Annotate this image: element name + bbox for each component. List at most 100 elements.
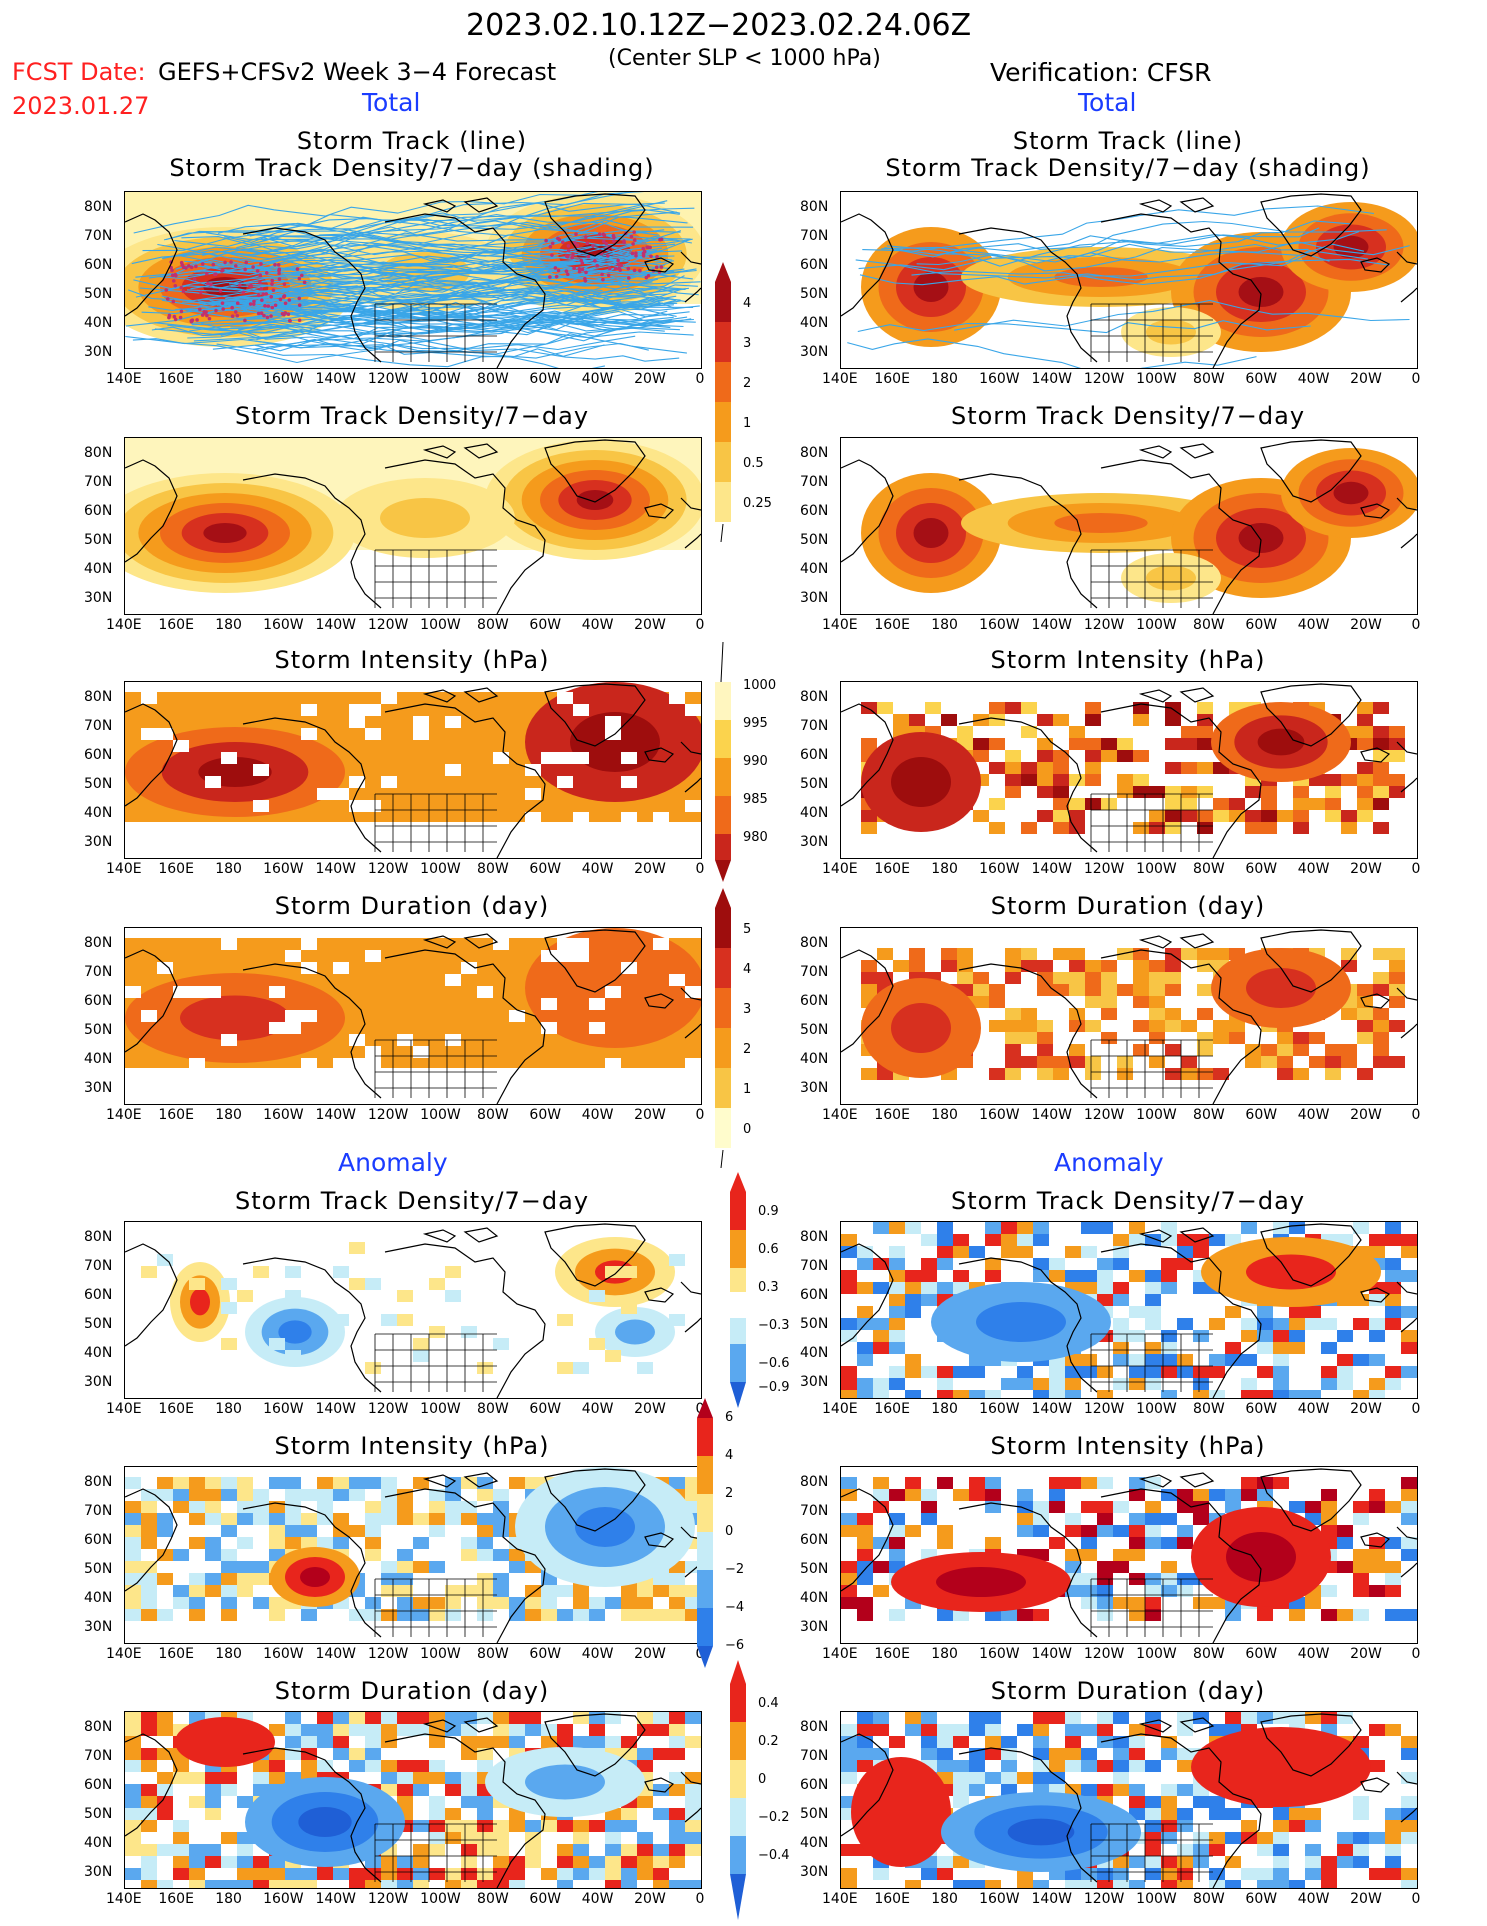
us-states — [374, 1333, 497, 1392]
lon-tick-label: 60W — [1245, 1401, 1278, 1417]
lon-tick-label: 120W — [367, 1646, 409, 1662]
cb-ad-l1: 0.6 — [758, 1242, 779, 1257]
panel-title-forecast-6: Storm Duration (day) — [274, 1677, 550, 1705]
map-panel-forecast-1 — [124, 437, 702, 615]
panel-title-verification-5: Storm Intensity (hPa) — [990, 1432, 1266, 1460]
lon-tick-label: 20W — [634, 1646, 666, 1662]
lon-tick-label: 180 — [931, 371, 958, 387]
lon-tick-label: 120W — [367, 1401, 409, 1417]
us-states — [1090, 793, 1213, 852]
cb-ad-l4: −0.6 — [758, 1356, 790, 1371]
lon-tick-label: 60W — [529, 371, 562, 387]
lat-tick-label: 60N — [84, 1287, 113, 1303]
lat-tick-label: 30N — [84, 1864, 113, 1880]
lon-tick-label: 160E — [158, 1646, 194, 1662]
lon-tick-label: 160E — [874, 371, 910, 387]
forecast-anomaly-label: Anomaly — [338, 1148, 448, 1177]
us-states — [1090, 1578, 1213, 1637]
lon-tick-label: 20W — [634, 371, 666, 387]
panel-title-forecast-1: Storm Track Density/7−day — [234, 402, 590, 430]
us-states — [374, 303, 497, 362]
colorbar-duration-svg — [715, 888, 731, 1169]
cb-adu-l1: 0.2 — [758, 1734, 779, 1749]
lon-tick-label: 100W — [420, 1646, 461, 1662]
map-field-forecast-1 — [125, 438, 701, 614]
lon-tick-label: 20W — [1350, 617, 1382, 633]
cb-adu-l3: −0.2 — [758, 1810, 790, 1825]
lon-tick-label: 140W — [1031, 1646, 1073, 1662]
map-panel-verification-6 — [840, 1711, 1418, 1889]
lat-tick-label: 60N — [84, 1532, 113, 1548]
lat-tick-label: 40N — [800, 1051, 829, 1067]
panel-title-forecast-5: Storm Intensity (hPa) — [274, 1432, 550, 1460]
lon-tick-label: 160E — [158, 1891, 194, 1907]
lat-tick-label: 40N — [84, 805, 113, 821]
lon-tick-label: 80W — [477, 1107, 509, 1123]
lat-tick-label: 30N — [800, 1080, 829, 1096]
lat-tick-label: 30N — [800, 1864, 829, 1880]
lat-tick-label: 70N — [800, 964, 829, 980]
coastline — [125, 1223, 701, 1398]
lon-tick-label: 0 — [1411, 1107, 1421, 1123]
map-panel-forecast-6 — [124, 1711, 702, 1889]
lon-tick-label: 140W — [315, 861, 357, 877]
us-states — [1090, 1039, 1213, 1098]
lon-tick-label: 80W — [1193, 617, 1225, 633]
lon-tick-label: 180 — [215, 1401, 242, 1417]
lon-tick-label: 140W — [315, 617, 357, 633]
lon-tick-label: 140W — [1031, 617, 1073, 633]
lat-tick-label: 60N — [84, 1777, 113, 1793]
lon-tick-label: 160E — [158, 1107, 194, 1123]
lon-tick-label: 100W — [420, 861, 461, 877]
lon-tick-label: 20W — [1350, 1401, 1382, 1417]
lon-tick-label: 160W — [263, 1401, 304, 1417]
lat-tick-label: 50N — [84, 1022, 113, 1038]
lat-tick-label: 40N — [84, 561, 113, 577]
panel-title-verification-0: Storm Track (line) Storm Track Density/7… — [885, 127, 1371, 182]
lon-tick-label: 20W — [634, 617, 666, 633]
panel-title-forecast-0: Storm Track (line) Storm Track Density/7… — [169, 127, 655, 182]
cb-adu-l0: 0.4 — [758, 1696, 779, 1711]
criterion-label: (Center SLP < 1000 hPa) — [608, 46, 881, 71]
lat-tick-label: 80N — [800, 1719, 829, 1735]
lat-tick-label: 30N — [84, 344, 113, 360]
lat-tick-label: 30N — [84, 1374, 113, 1390]
coastline — [125, 193, 701, 368]
lat-tick-label: 40N — [84, 1345, 113, 1361]
lon-tick-label: 160W — [979, 1646, 1020, 1662]
lon-tick-label: 80W — [1193, 1646, 1225, 1662]
map-field-verification-6 — [841, 1712, 1417, 1888]
lat-tick-label: 70N — [800, 474, 829, 490]
lat-tick-label: 60N — [800, 257, 829, 273]
lon-tick-label: 140W — [315, 1646, 357, 1662]
lat-tick-label: 50N — [800, 1316, 829, 1332]
lat-tick-label: 30N — [800, 590, 829, 606]
lon-tick-label: 80W — [477, 861, 509, 877]
verification-anomaly-label: Anomaly — [1054, 1148, 1164, 1177]
lon-tick-label: 80W — [477, 1891, 509, 1907]
lon-tick-label: 100W — [1136, 1107, 1177, 1123]
lat-tick-label: 80N — [84, 935, 113, 951]
lat-tick-label: 70N — [84, 718, 113, 734]
lon-tick-label: 180 — [931, 1401, 958, 1417]
map-panel-forecast-0 — [124, 191, 702, 369]
map-panel-forecast-5 — [124, 1466, 702, 1644]
lon-tick-label: 120W — [367, 617, 409, 633]
lon-tick-label: 120W — [1083, 861, 1125, 877]
lon-tick-label: 0 — [695, 1891, 705, 1907]
lon-tick-label: 160E — [874, 1646, 910, 1662]
lat-tick-label: 60N — [800, 993, 829, 1009]
lat-tick-label: 60N — [800, 1532, 829, 1548]
lon-tick-label: 60W — [529, 617, 562, 633]
cb-dur-l2: 3 — [743, 1002, 752, 1017]
map-panel-forecast-2 — [124, 681, 702, 859]
panel-title-verification-2: Storm Intensity (hPa) — [990, 646, 1266, 674]
lat-tick-label: 70N — [800, 1748, 829, 1764]
colorbar-intensity: 1000 995 990 985 980 — [715, 641, 815, 882]
map-field-forecast-2 — [125, 682, 701, 858]
lon-tick-label: 160E — [874, 617, 910, 633]
map-panel-verification-2 — [840, 681, 1418, 859]
lon-tick-label: 140W — [1031, 1401, 1073, 1417]
us-states — [374, 549, 497, 608]
lat-tick-label: 50N — [800, 776, 829, 792]
